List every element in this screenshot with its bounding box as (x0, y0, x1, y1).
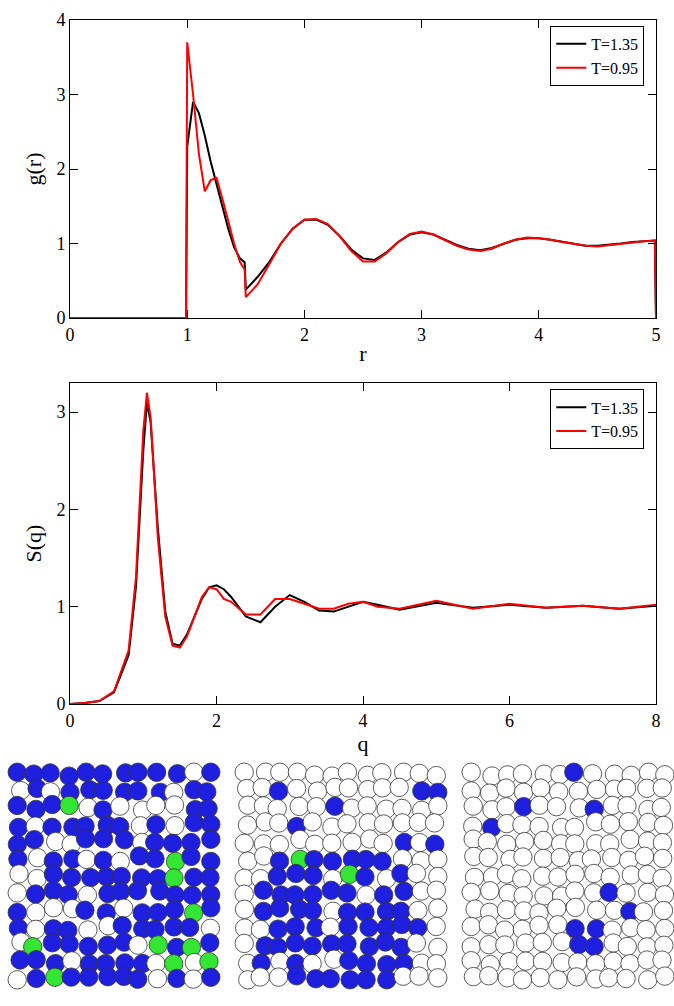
svg-text:3: 3 (417, 325, 426, 345)
svg-text:3: 3 (56, 402, 65, 422)
svg-text:T=0.95: T=0.95 (591, 60, 638, 77)
svg-text:3: 3 (56, 85, 65, 105)
svg-text:r: r (359, 341, 367, 366)
svg-text:2: 2 (300, 325, 309, 345)
svg-text:0: 0 (66, 711, 75, 731)
svg-text:T=1.35: T=1.35 (591, 36, 638, 53)
svg-text:4: 4 (56, 10, 65, 30)
svg-text:4: 4 (534, 325, 543, 345)
svg-text:1: 1 (183, 325, 192, 345)
svg-text:2: 2 (56, 159, 65, 179)
svg-text:2: 2 (56, 500, 65, 520)
svg-text:g(r): g(r) (21, 153, 46, 186)
svg-text:T=0.95: T=0.95 (591, 423, 638, 440)
svg-text:0: 0 (56, 694, 65, 714)
svg-text:1: 1 (56, 234, 65, 254)
svg-text:0: 0 (56, 308, 65, 328)
svg-text:5: 5 (652, 325, 661, 345)
svg-text:0: 0 (66, 325, 75, 345)
svg-text:T=1.35: T=1.35 (591, 400, 638, 417)
svg-text:2: 2 (212, 711, 221, 731)
svg-text:6: 6 (505, 711, 514, 731)
svg-text:S(q): S(q) (21, 525, 46, 563)
svg-text:q: q (358, 731, 369, 756)
svg-text:4: 4 (359, 711, 368, 731)
svg-text:8: 8 (652, 711, 661, 731)
svg-text:1: 1 (56, 597, 65, 617)
